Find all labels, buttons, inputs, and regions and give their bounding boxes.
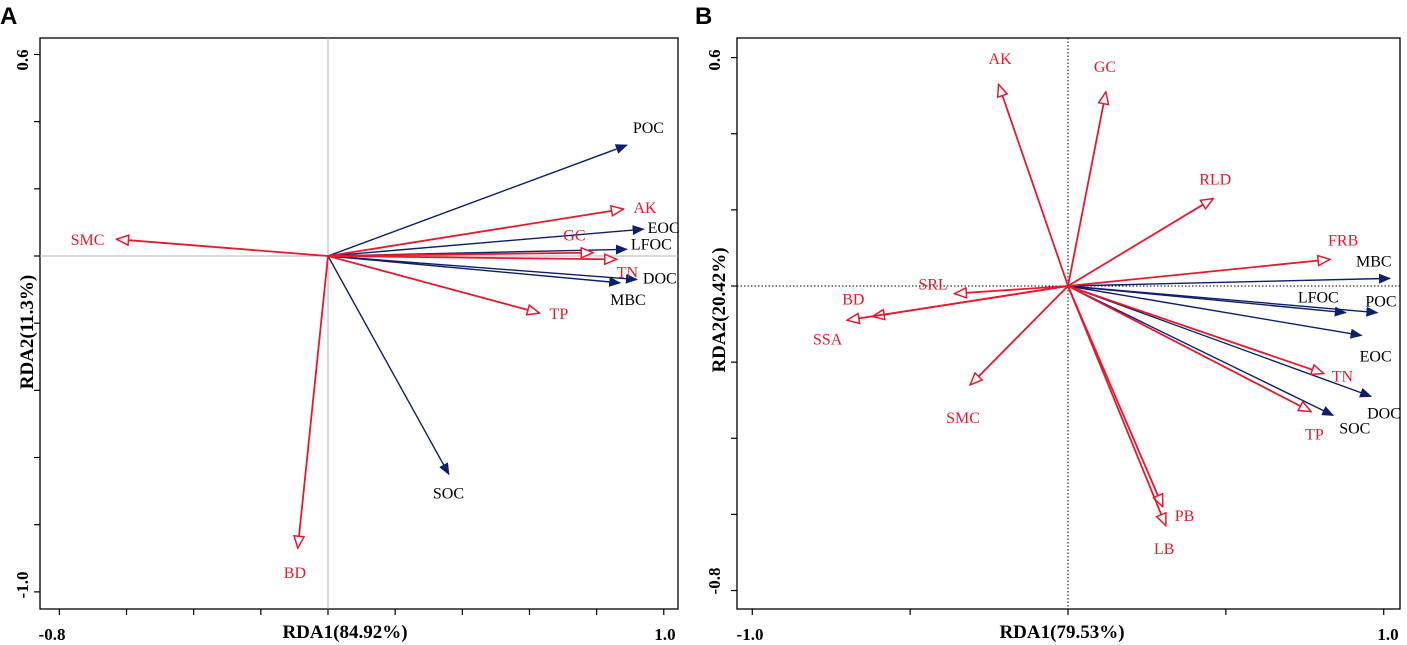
panel-b-label-soc: SOC	[1339, 420, 1370, 437]
panel-b-label-lfoc: LFOC	[1298, 290, 1339, 307]
panel-b-letter: B	[695, 3, 712, 30]
panel-b-vector-ssa	[847, 285, 1069, 320]
panel-a-label-gc: GC	[563, 228, 585, 245]
panel-a-vector-smc	[116, 239, 329, 257]
panel-b-y-tick-max: 0.6	[705, 49, 724, 70]
panel-b-y-axis-title: RDA2(20.42%)	[709, 247, 730, 372]
panel-a-label-mbc: MBC	[610, 292, 646, 309]
panel-b-label-mbc: MBC	[1356, 253, 1392, 270]
panel-a-vector-ak	[327, 209, 623, 257]
panel-b-x-tick-min: -1.0	[737, 625, 764, 644]
panel-a-x-tick-min: -0.8	[39, 625, 66, 644]
panel-a-vector-bd	[298, 255, 329, 548]
panel-b-label-doc: DOC	[1367, 405, 1401, 422]
panel-a-letter: A	[0, 3, 17, 30]
panel-b-label-gc: GC	[1094, 59, 1116, 76]
panel-b-label-bd: BD	[842, 291, 864, 308]
panel-a-label-smc: SMC	[71, 232, 105, 249]
panel-b-vector-tn	[1067, 285, 1324, 374]
panel-b-vector-soc	[1067, 285, 1335, 417]
panel-a-vector-mbc	[327, 255, 622, 287]
panel-a-y-axis-title: RDA2(11.3%)	[17, 275, 38, 390]
panel-b-vector-smc	[970, 285, 1069, 385]
panel-a-label-eoc: EOC	[648, 220, 680, 237]
panel-b-vector-frb	[1067, 259, 1330, 287]
panel-b-vector-doc	[1067, 285, 1373, 398]
panel-b-label-lb: LB	[1154, 541, 1174, 558]
panel-a-label-lfoc: LFOC	[631, 236, 672, 253]
panel-a-y-tick-max: 0.6	[13, 49, 32, 70]
panel-a: A -0.8 1.0 0.6 -1.0 RDA1(84.92%) RDA2(11…	[0, 3, 680, 644]
panel-a-vector-poc	[327, 144, 628, 257]
panel-a-x-tick-max: 1.0	[654, 625, 675, 644]
panel-a-x-axis-title: RDA1(84.92%)	[282, 622, 407, 643]
panel-b-label-tn: TN	[1332, 369, 1354, 386]
panel-a-vector-gc	[327, 253, 593, 256]
panel-b-label-pb: PB	[1175, 508, 1195, 525]
panel-b-x-tick-max: 1.0	[1377, 625, 1398, 644]
panel-b-label-rld: RLD	[1199, 171, 1231, 188]
panel-b-vector-lfoc	[1067, 285, 1347, 317]
panel-b-y-tick-min: -0.8	[705, 568, 724, 595]
panel-a-label-tp: TP	[550, 306, 569, 323]
panel-b-vector-gc	[1067, 92, 1106, 287]
panel-b-vector-ak	[999, 84, 1069, 287]
panel-a-vector-tp	[327, 255, 540, 313]
panel-a-vector-soc	[327, 255, 450, 476]
panel-b-x-axis-title: RDA1(79.53%)	[999, 622, 1124, 643]
panel-a-vector-doc	[327, 255, 638, 284]
panel-b-label-poc: POC	[1365, 294, 1396, 311]
panel-a-label-poc: POC	[633, 120, 664, 137]
panel-a-y-tick-min: -1.0	[13, 572, 32, 599]
panel-b-vector-mbc	[1067, 273, 1392, 287]
panel-a-label-bd: BD	[284, 565, 306, 582]
panel-a-frame	[39, 37, 679, 610]
panel-b-label-srl: SRL	[918, 277, 947, 294]
panel-b-label-smc: SMC	[946, 410, 980, 427]
panel-b-vector-srl	[954, 285, 1069, 294]
panel-b: B -1.0 1.0 0.6 -0.8 RDA1(79.53%) RDA2(20…	[695, 3, 1401, 644]
panel-b-vector-rld	[1067, 198, 1213, 287]
panel-b-label-eoc: EOC	[1360, 348, 1392, 365]
panel-a-label-soc: SOC	[433, 485, 464, 502]
panel-a-label-ak: AK	[633, 200, 657, 217]
panel-b-label-tp: TP	[1305, 427, 1324, 444]
panel-a-label-tn: TN	[617, 264, 639, 281]
panel-b-vector-eoc	[1067, 285, 1363, 339]
panel-b-label-ssa: SSA	[813, 331, 843, 348]
panel-a-vector-tn	[327, 256, 617, 259]
panel-b-label-frb: FRB	[1328, 232, 1358, 249]
panel-a-vector-eoc	[327, 225, 645, 257]
panel-b-label-ak: AK	[989, 51, 1013, 68]
panel-b-vector-tp	[1067, 285, 1311, 412]
panel-b-vector-lb	[1067, 285, 1166, 526]
panel-b-frame	[736, 37, 1401, 610]
panel-a-label-doc: DOC	[643, 271, 677, 288]
